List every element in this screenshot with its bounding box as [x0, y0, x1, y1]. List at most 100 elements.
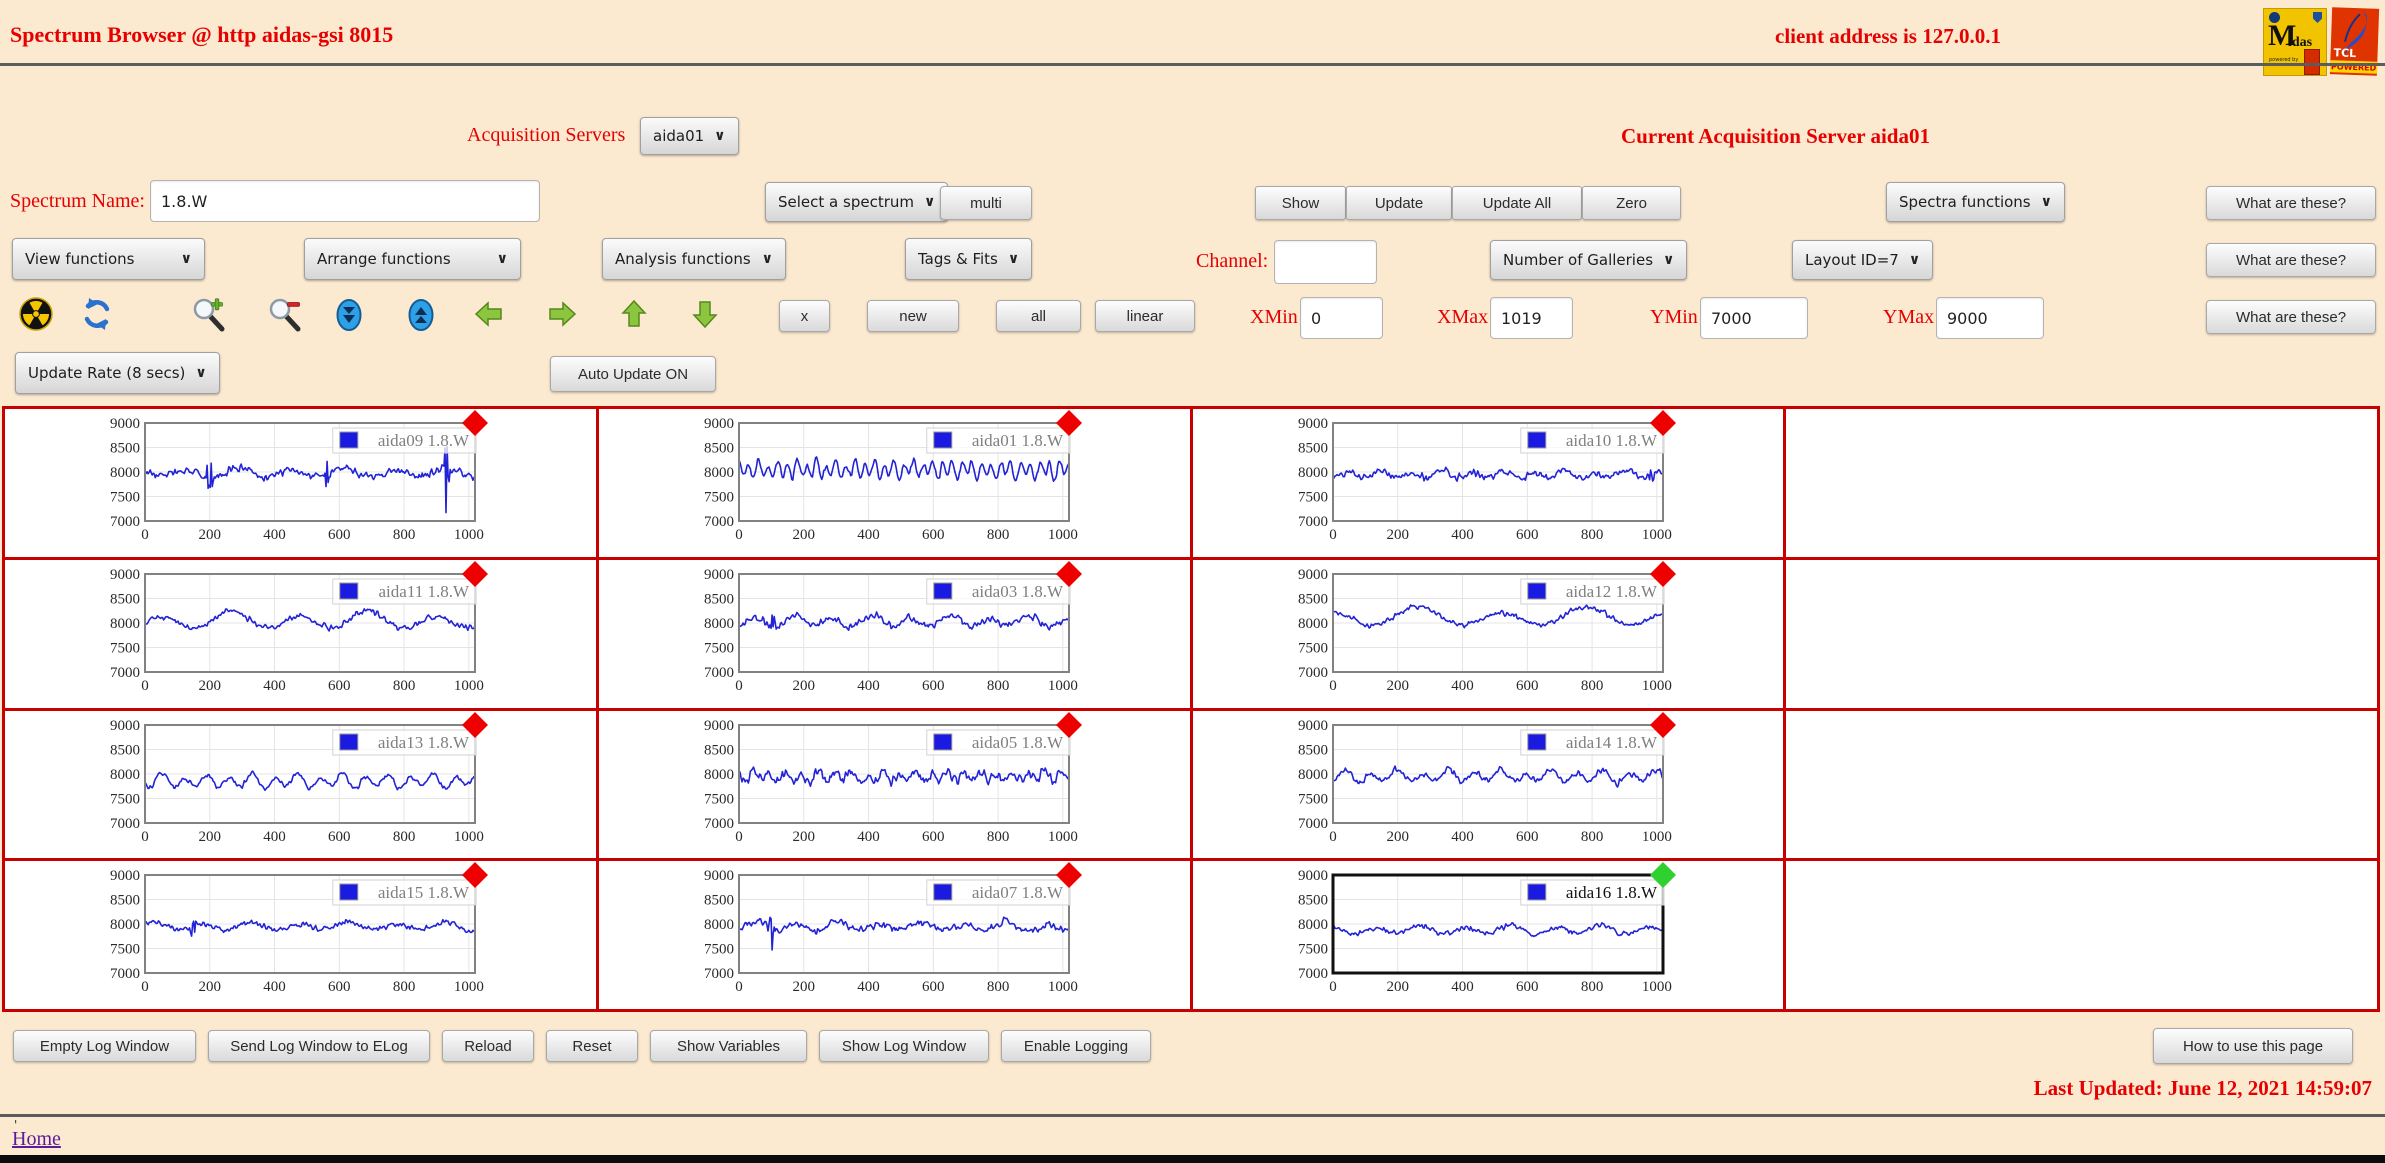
reload-button[interactable]: Reload [442, 1030, 534, 1062]
gallery-cell[interactable]: 7000 7500 8000 8500 9000 0 200 400 600 800 1000 aid… [598, 559, 1190, 708]
gallery-cell[interactable]: 7000 7500 8000 8500 9000 0 200 400 600 800 1000 aid… [5, 710, 596, 859]
arrow-up-icon[interactable] [616, 296, 652, 336]
spectrum-chart-aida15[interactable]: 7000 7500 8000 8500 9000 0 200 400 600 800 1000 aid… [97, 862, 497, 999]
svg-text:1000: 1000 [1641, 527, 1671, 543]
spectrum-trace [1331, 603, 1664, 629]
svg-text:800: 800 [1580, 979, 1603, 995]
spectrum-chart-aida13[interactable]: 7000 7500 8000 8500 9000 0 200 400 600 800 1000 aid… [97, 711, 497, 849]
svg-text:7000: 7000 [704, 816, 734, 832]
gallery-cell[interactable]: 7000 7500 8000 8500 9000 0 200 400 600 800 1000 aid… [598, 710, 1190, 859]
arrow-right-icon[interactable] [544, 296, 580, 336]
spectrum-chart-aida01[interactable]: 7000 7500 8000 8500 9000 0 200 400 600 800 1000 aid… [691, 410, 1091, 547]
show-button[interactable]: Show [1255, 186, 1346, 220]
refresh-icon[interactable] [79, 296, 115, 336]
channel-input[interactable] [1274, 240, 1377, 284]
gallery-cell [1786, 710, 2377, 859]
svg-text:200: 200 [199, 527, 222, 543]
svg-text:8500: 8500 [1298, 893, 1328, 909]
spectrum-chart-aida16[interactable]: 7000 7500 8000 8500 9000 0 200 400 600 800 1000 aid… [1285, 862, 1685, 999]
layout-id-select[interactable]: Layout ID=7 ∨ [1792, 240, 1934, 280]
gallery-cell[interactable]: 7000 7500 8000 8500 9000 0 200 400 600 800 1000 aid… [5, 559, 596, 708]
spectrum-chart-aida09[interactable]: 7000 7500 8000 8500 9000 0 200 400 600 800 1000 aid… [97, 410, 497, 547]
scroll-down-icon[interactable] [331, 296, 367, 336]
what-are-these-button-1[interactable]: What are these? [2206, 186, 2376, 220]
stray-mark: ' [14, 1118, 18, 1132]
svg-text:8500: 8500 [704, 893, 734, 909]
update-all-button[interactable]: Update All [1452, 186, 1582, 220]
svg-text:200: 200 [792, 678, 815, 694]
ymin-input[interactable] [1700, 297, 1808, 339]
arrow-left-icon[interactable] [471, 296, 507, 336]
gallery-cell[interactable]: 7000 7500 8000 8500 9000 0 200 400 600 800 1000 aid… [5, 861, 596, 1009]
radiation-icon[interactable] [18, 296, 54, 336]
spectrum-chart-aida12[interactable]: 7000 7500 8000 8500 9000 0 200 400 600 800 1000 aid… [1285, 560, 1685, 698]
spectrum-chart-aida14[interactable]: 7000 7500 8000 8500 9000 0 200 400 600 800 1000 aid… [1285, 711, 1685, 849]
acquisition-server-select[interactable]: aida01 ∨ [640, 117, 739, 155]
page-title: Spectrum Browser @ http aidas-gsi 8015 [10, 22, 394, 47]
gallery-cell[interactable]: 7000 7500 8000 8500 9000 0 200 400 600 800 1000 aid… [1192, 559, 1784, 708]
arrow-down-icon[interactable] [687, 296, 723, 336]
status-diamond-red [1055, 711, 1082, 738]
gallery-cell[interactable]: 7000 7500 8000 8500 9000 0 200 400 600 800 1000 aid… [1192, 409, 1784, 557]
svg-text:7000: 7000 [1298, 665, 1328, 681]
svg-text:200: 200 [199, 979, 222, 995]
update-button[interactable]: Update [1346, 186, 1452, 220]
status-diamond-red [462, 410, 488, 436]
xmax-input[interactable] [1490, 297, 1573, 339]
empty-log-window-button[interactable]: Empty Log Window [13, 1030, 196, 1062]
tcl-powered-logo: TCL POWERED [2329, 7, 2380, 76]
midas-figure-icon [2304, 49, 2320, 75]
gallery-cell[interactable]: 7000 7500 8000 8500 9000 0 200 400 600 800 1000 aid… [598, 409, 1190, 557]
scroll-up-icon[interactable] [403, 296, 439, 336]
arrange-functions-select[interactable]: Arrange functions ∨ [304, 238, 521, 280]
gallery-cell[interactable]: 7000 7500 8000 8500 9000 0 200 400 600 800 1000 aid… [5, 409, 596, 557]
home-link[interactable]: Home [12, 1128, 61, 1150]
show-variables-button[interactable]: Show Variables [650, 1030, 807, 1062]
x-button[interactable]: x [779, 300, 830, 332]
spectrum-chart-aida11[interactable]: 7000 7500 8000 8500 9000 0 200 400 600 800 1000 aid… [97, 560, 497, 698]
status-diamond-red [462, 560, 488, 587]
how-to-use-button[interactable]: How to use this page [2153, 1028, 2353, 1064]
zoom-in-icon[interactable] [190, 296, 226, 336]
ymax-input[interactable] [1936, 297, 2044, 339]
status-diamond-red [462, 862, 488, 889]
zoom-out-icon[interactable] [266, 296, 302, 336]
analysis-functions-value: Analysis functions [615, 250, 751, 268]
number-of-galleries-select[interactable]: Number of Galleries ∨ [1490, 240, 1688, 280]
reset-button[interactable]: Reset [546, 1030, 638, 1062]
zero-button[interactable]: Zero [1582, 186, 1681, 220]
linear-button[interactable]: linear [1095, 300, 1195, 332]
show-log-window-button[interactable]: Show Log Window [819, 1030, 989, 1062]
enable-logging-button[interactable]: Enable Logging [1001, 1030, 1151, 1062]
gallery-cell[interactable]: 7000 7500 8000 8500 9000 0 200 400 600 800 1000 aid… [1192, 861, 1784, 1009]
all-button[interactable]: all [996, 300, 1081, 332]
tags-fits-select[interactable]: Tags & Fits ∨ [905, 238, 1033, 280]
spectrum-name-input[interactable] [150, 180, 540, 222]
what-are-these-button-2[interactable]: What are these? [2206, 243, 2376, 277]
gallery-cell[interactable]: 7000 7500 8000 8500 9000 0 200 400 600 800 1000 aid… [1192, 710, 1784, 859]
analysis-functions-select[interactable]: Analysis functions ∨ [602, 238, 786, 280]
svg-text:8500: 8500 [1298, 591, 1328, 607]
spectrum-chart-aida05[interactable]: 7000 7500 8000 8500 9000 0 200 400 600 800 1000 aid… [691, 711, 1091, 849]
spectrum-chart-aida10[interactable]: 7000 7500 8000 8500 9000 0 200 400 600 800 1000 aid… [1285, 410, 1685, 547]
svg-text:7000: 7000 [110, 514, 140, 530]
svg-text:8000: 8000 [1298, 616, 1328, 632]
what-are-these-button-3[interactable]: What are these? [2206, 300, 2376, 334]
svg-text:200: 200 [792, 979, 815, 995]
send-log-to-elog-button[interactable]: Send Log Window to ELog [208, 1030, 430, 1062]
multi-button[interactable]: multi [940, 186, 1032, 220]
spectrum-chart-aida03[interactable]: 7000 7500 8000 8500 9000 0 200 400 600 800 1000 aid… [691, 560, 1091, 698]
tcl-feather-icon [2344, 10, 2368, 56]
spectrum-chart-aida07[interactable]: 7000 7500 8000 8500 9000 0 200 400 600 800 1000 aid… [691, 862, 1091, 999]
update-rate-select[interactable]: Update Rate (8 secs) ∨ [15, 352, 220, 394]
view-functions-select[interactable]: View functions ∨ [12, 238, 205, 280]
select-spectrum-select[interactable]: Select a spectrum ∨ [765, 182, 949, 222]
new-button[interactable]: new [867, 300, 959, 332]
spectra-functions-select[interactable]: Spectra functions ∨ [1886, 182, 2065, 222]
xmin-input[interactable] [1300, 297, 1383, 339]
auto-update-button[interactable]: Auto Update ON [550, 356, 716, 392]
svg-text:400: 400 [857, 979, 880, 995]
svg-text:8500: 8500 [110, 441, 140, 457]
spectrum-name-label: Spectrum Name: [10, 190, 145, 212]
gallery-cell[interactable]: 7000 7500 8000 8500 9000 0 200 400 600 800 1000 aid… [598, 861, 1190, 1009]
